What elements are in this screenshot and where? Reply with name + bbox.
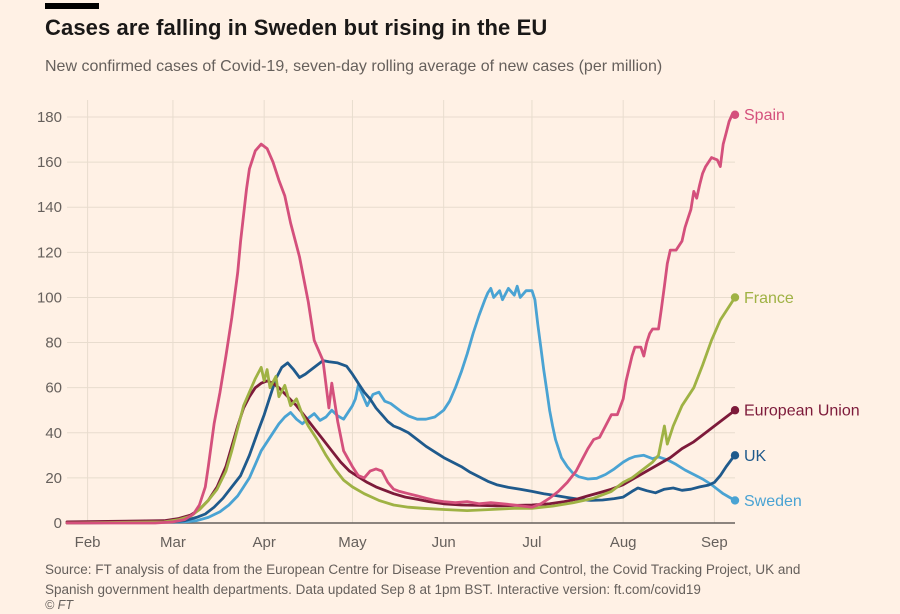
series-label-france: France bbox=[744, 290, 794, 307]
series-endpoint-uk bbox=[730, 451, 740, 460]
ft-copyright: © FT bbox=[45, 598, 73, 612]
series-line-sweden bbox=[65, 284, 737, 525]
series-line-france bbox=[65, 296, 737, 525]
y-tick-label-120: 120 bbox=[37, 244, 62, 261]
x-tick-label-feb: Feb bbox=[75, 534, 101, 551]
source-note: Source: FT analysis of data from the Eur… bbox=[45, 560, 865, 600]
chart-subtitle: New confirmed cases of Covid-19, seven-d… bbox=[45, 58, 663, 75]
y-tick-label-100: 100 bbox=[37, 289, 62, 306]
series-label-european-union: European Union bbox=[744, 403, 860, 420]
y-tick-label-40: 40 bbox=[45, 425, 62, 442]
y-tick-label-0: 0 bbox=[54, 515, 62, 532]
x-tick-label-mar: Mar bbox=[160, 534, 186, 551]
series-label-sweden: Sweden bbox=[744, 493, 802, 510]
y-tick-label-80: 80 bbox=[45, 335, 62, 352]
x-tick-label-apr: Apr bbox=[252, 534, 275, 551]
source-line-1: Source: FT analysis of data from the Eur… bbox=[45, 562, 801, 577]
series-label-uk: UK bbox=[744, 448, 767, 465]
y-tick-label-140: 140 bbox=[37, 199, 62, 216]
x-tick-label-aug: Aug bbox=[610, 534, 637, 551]
x-tick-label-sep: Sep bbox=[701, 534, 728, 551]
series-endpoint-european-union bbox=[730, 406, 740, 415]
series-label-spain: Spain bbox=[744, 107, 785, 124]
y-tick-label-160: 160 bbox=[37, 154, 62, 171]
series-line-uk bbox=[65, 359, 737, 525]
y-tick-label-20: 20 bbox=[45, 470, 62, 487]
x-tick-label-jul: Jul bbox=[522, 534, 541, 551]
series-endpoint-france bbox=[730, 293, 740, 302]
series-line-european-union bbox=[65, 379, 737, 524]
series-endpoint-sweden bbox=[730, 496, 740, 505]
y-tick-label-180: 180 bbox=[37, 109, 62, 126]
series-endpoint-spain bbox=[730, 110, 740, 119]
ft-accent-bar bbox=[45, 3, 99, 9]
x-tick-label-jun: Jun bbox=[432, 534, 456, 551]
chart-title: Cases are falling in Sweden but rising i… bbox=[45, 15, 548, 40]
series-line-spain bbox=[65, 113, 737, 525]
source-line-2: Spanish government health departments. D… bbox=[45, 582, 701, 597]
y-tick-label-60: 60 bbox=[45, 380, 62, 397]
x-tick-label-may: May bbox=[338, 534, 367, 551]
